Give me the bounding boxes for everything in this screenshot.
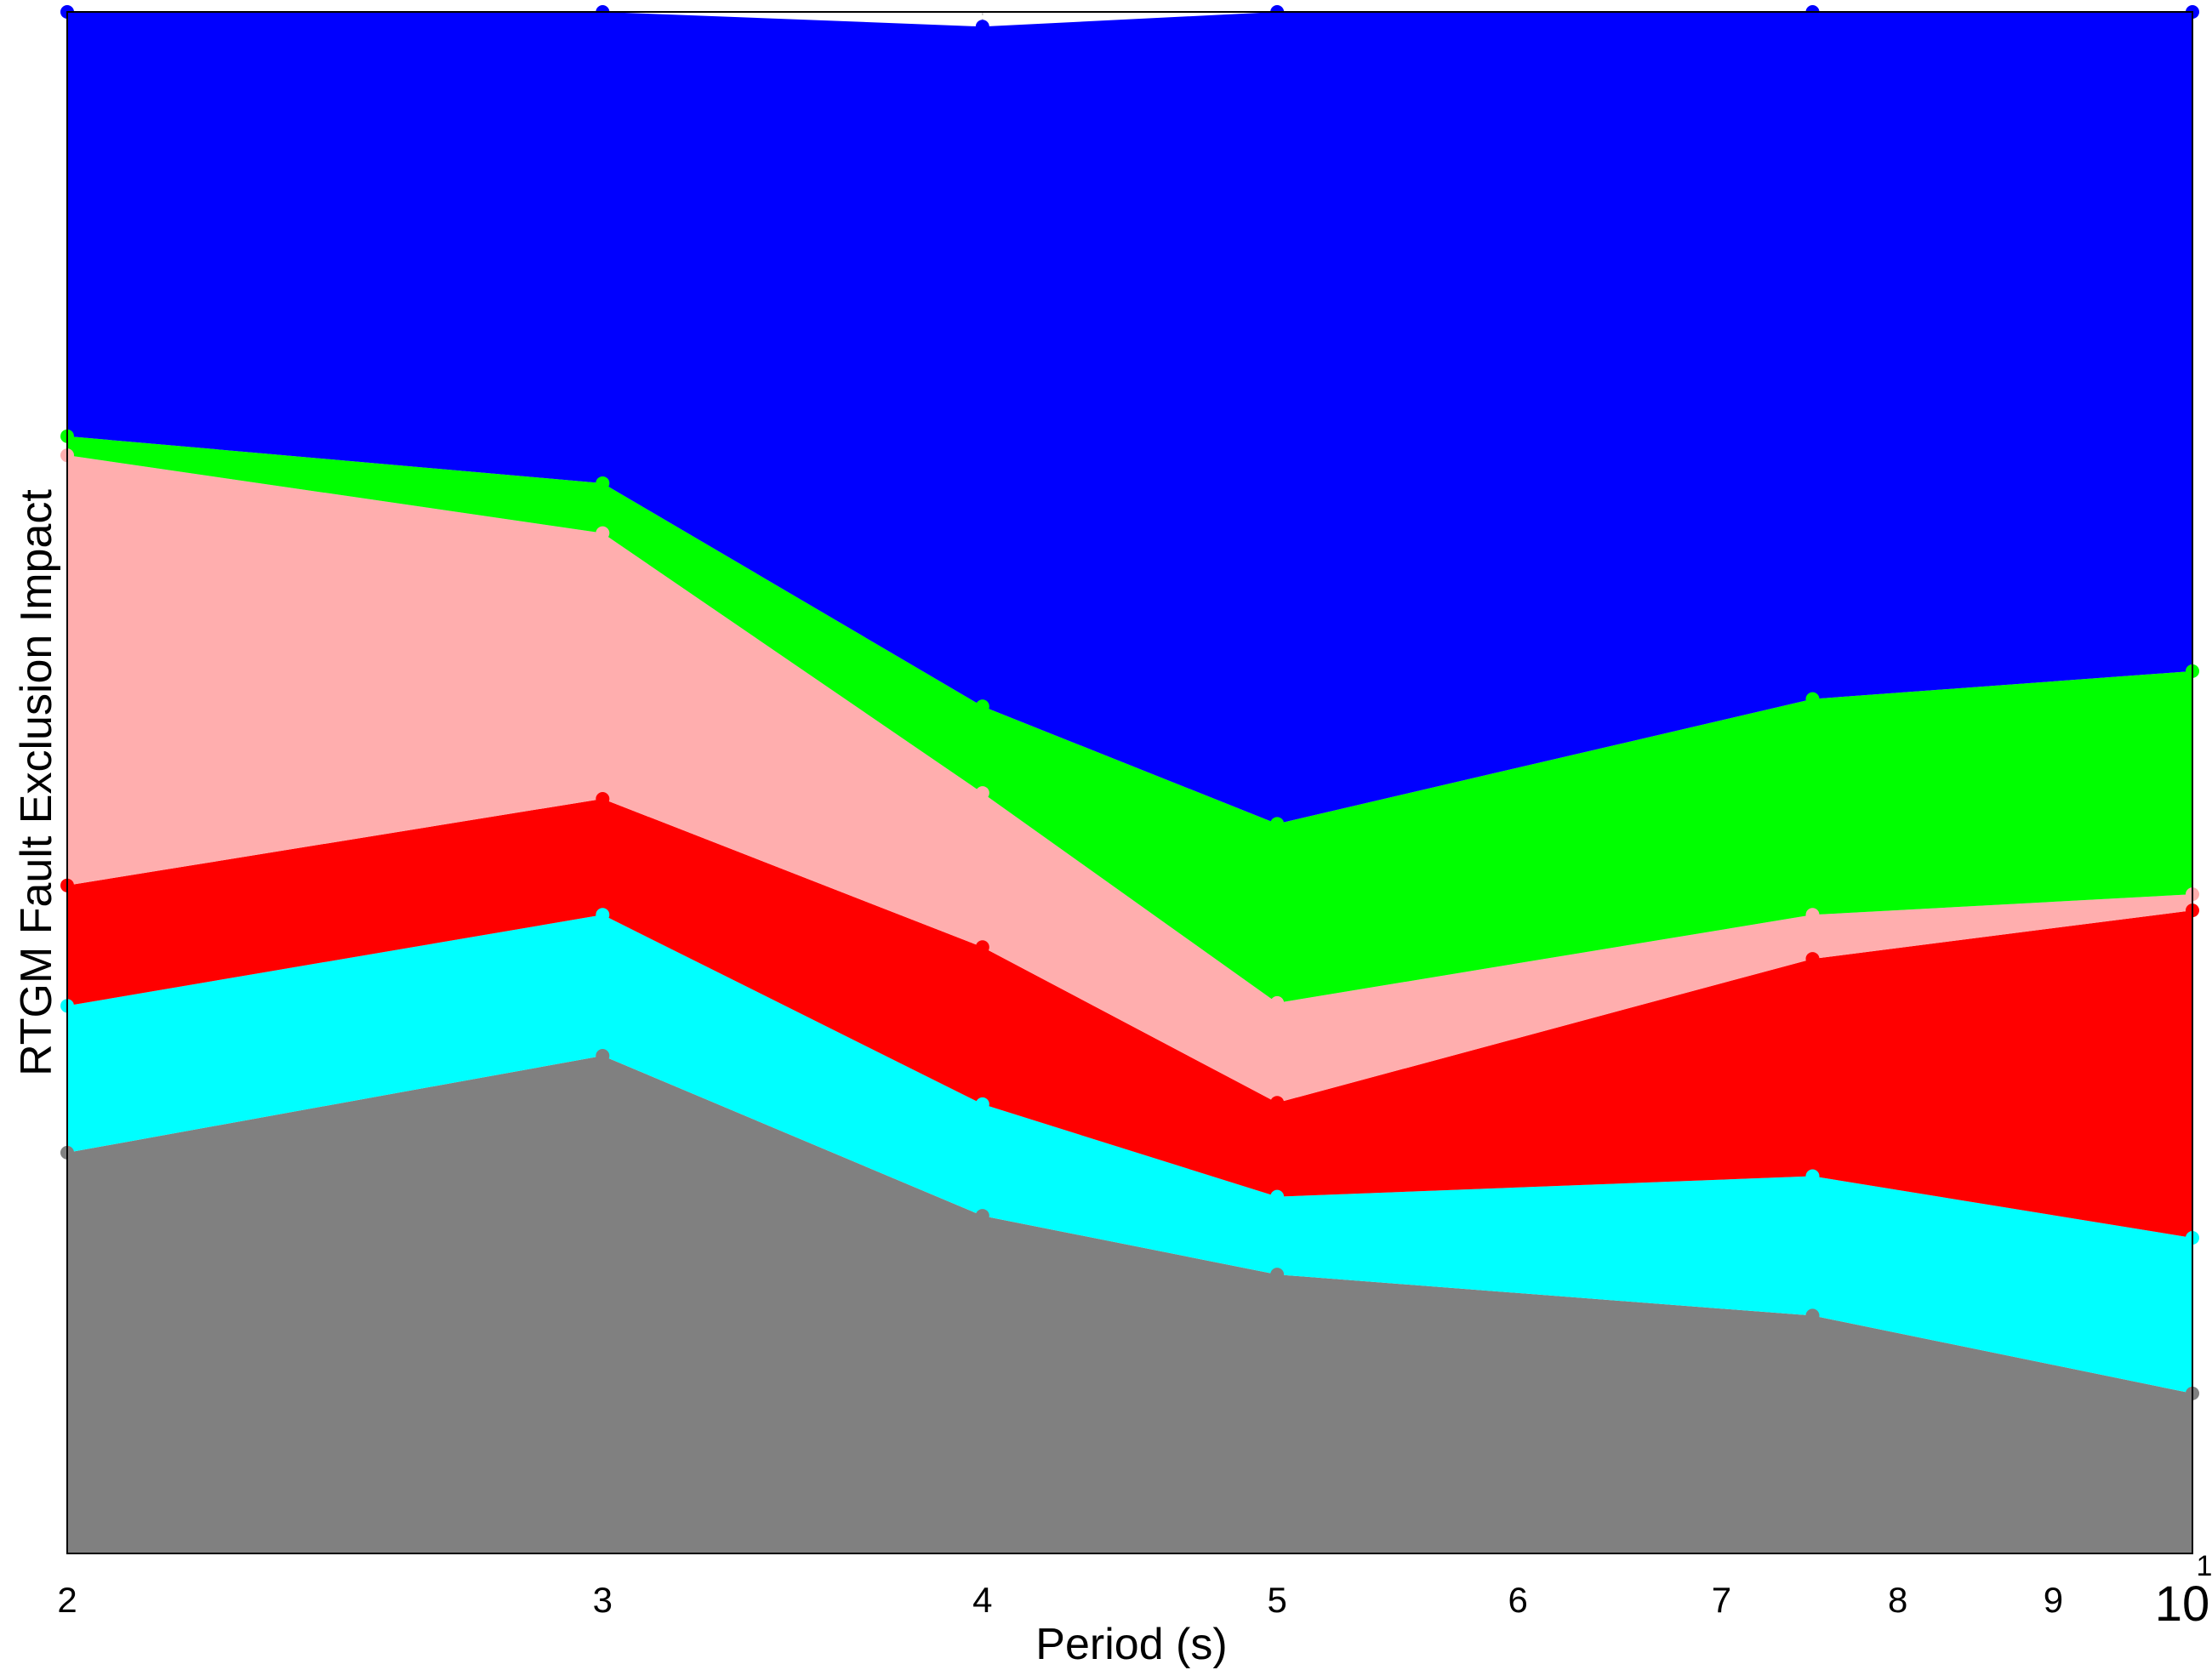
x-tick-label: 5	[1267, 1580, 1286, 1620]
x-tick-exponent: 1	[2197, 1550, 2212, 1582]
plot-frame	[66, 11, 2193, 1554]
area-layer	[67, 12, 2192, 1553]
marker-layer	[60, 5, 2199, 1400]
data-point-series-2	[975, 1097, 989, 1111]
data-point-series-5	[975, 699, 989, 714]
data-point-series-4	[1270, 995, 1285, 1010]
data-point-series-4	[975, 786, 989, 801]
y-axis-title: RTGM Fault Exclusion Impact	[12, 489, 61, 1076]
data-point-series-4	[1805, 908, 1820, 922]
data-point-series-1	[1270, 1268, 1285, 1282]
data-point-series-6	[975, 20, 989, 34]
data-point-series-5	[596, 476, 610, 490]
area-series-6	[67, 12, 2192, 824]
data-point-series-2	[596, 908, 610, 922]
x-tick-label: 6	[1508, 1580, 1527, 1620]
frame-layer	[66, 11, 2193, 1554]
x-axis-title: Period (s)	[1035, 1620, 1227, 1669]
data-point-series-3	[975, 940, 989, 955]
area-series-3	[67, 798, 2192, 1238]
area-series-2	[67, 915, 2192, 1394]
tick-layer: 2 3 4 5 6 7 8 9 101	[57, 1550, 2212, 1632]
data-point-series-1	[975, 1209, 989, 1223]
data-point-series-4	[596, 526, 610, 540]
x-tick-label: 2	[57, 1580, 77, 1620]
x-tick-label: 9	[2044, 1580, 2063, 1620]
data-point-series-2	[1805, 1169, 1820, 1183]
area-series-4	[67, 455, 2192, 1103]
data-point-series-5	[1805, 692, 1820, 706]
data-point-series-1	[596, 1048, 610, 1063]
x-tick-label: 8	[1888, 1580, 1907, 1620]
data-point-series-2	[1270, 1189, 1285, 1204]
x-tick-label: 7	[1712, 1580, 1731, 1620]
data-point-series-3	[1270, 1096, 1285, 1110]
data-point-series-3	[1805, 952, 1820, 966]
x-tick-label: 3	[593, 1580, 613, 1620]
data-point-series-5	[1270, 817, 1285, 831]
data-point-series-1	[1805, 1308, 1820, 1323]
x-tick-label: 10	[2155, 1576, 2210, 1632]
data-point-series-3	[596, 791, 610, 806]
area-series-1	[67, 1055, 2192, 1553]
area-series-5	[67, 436, 2192, 1003]
x-tick-label: 4	[972, 1580, 992, 1620]
